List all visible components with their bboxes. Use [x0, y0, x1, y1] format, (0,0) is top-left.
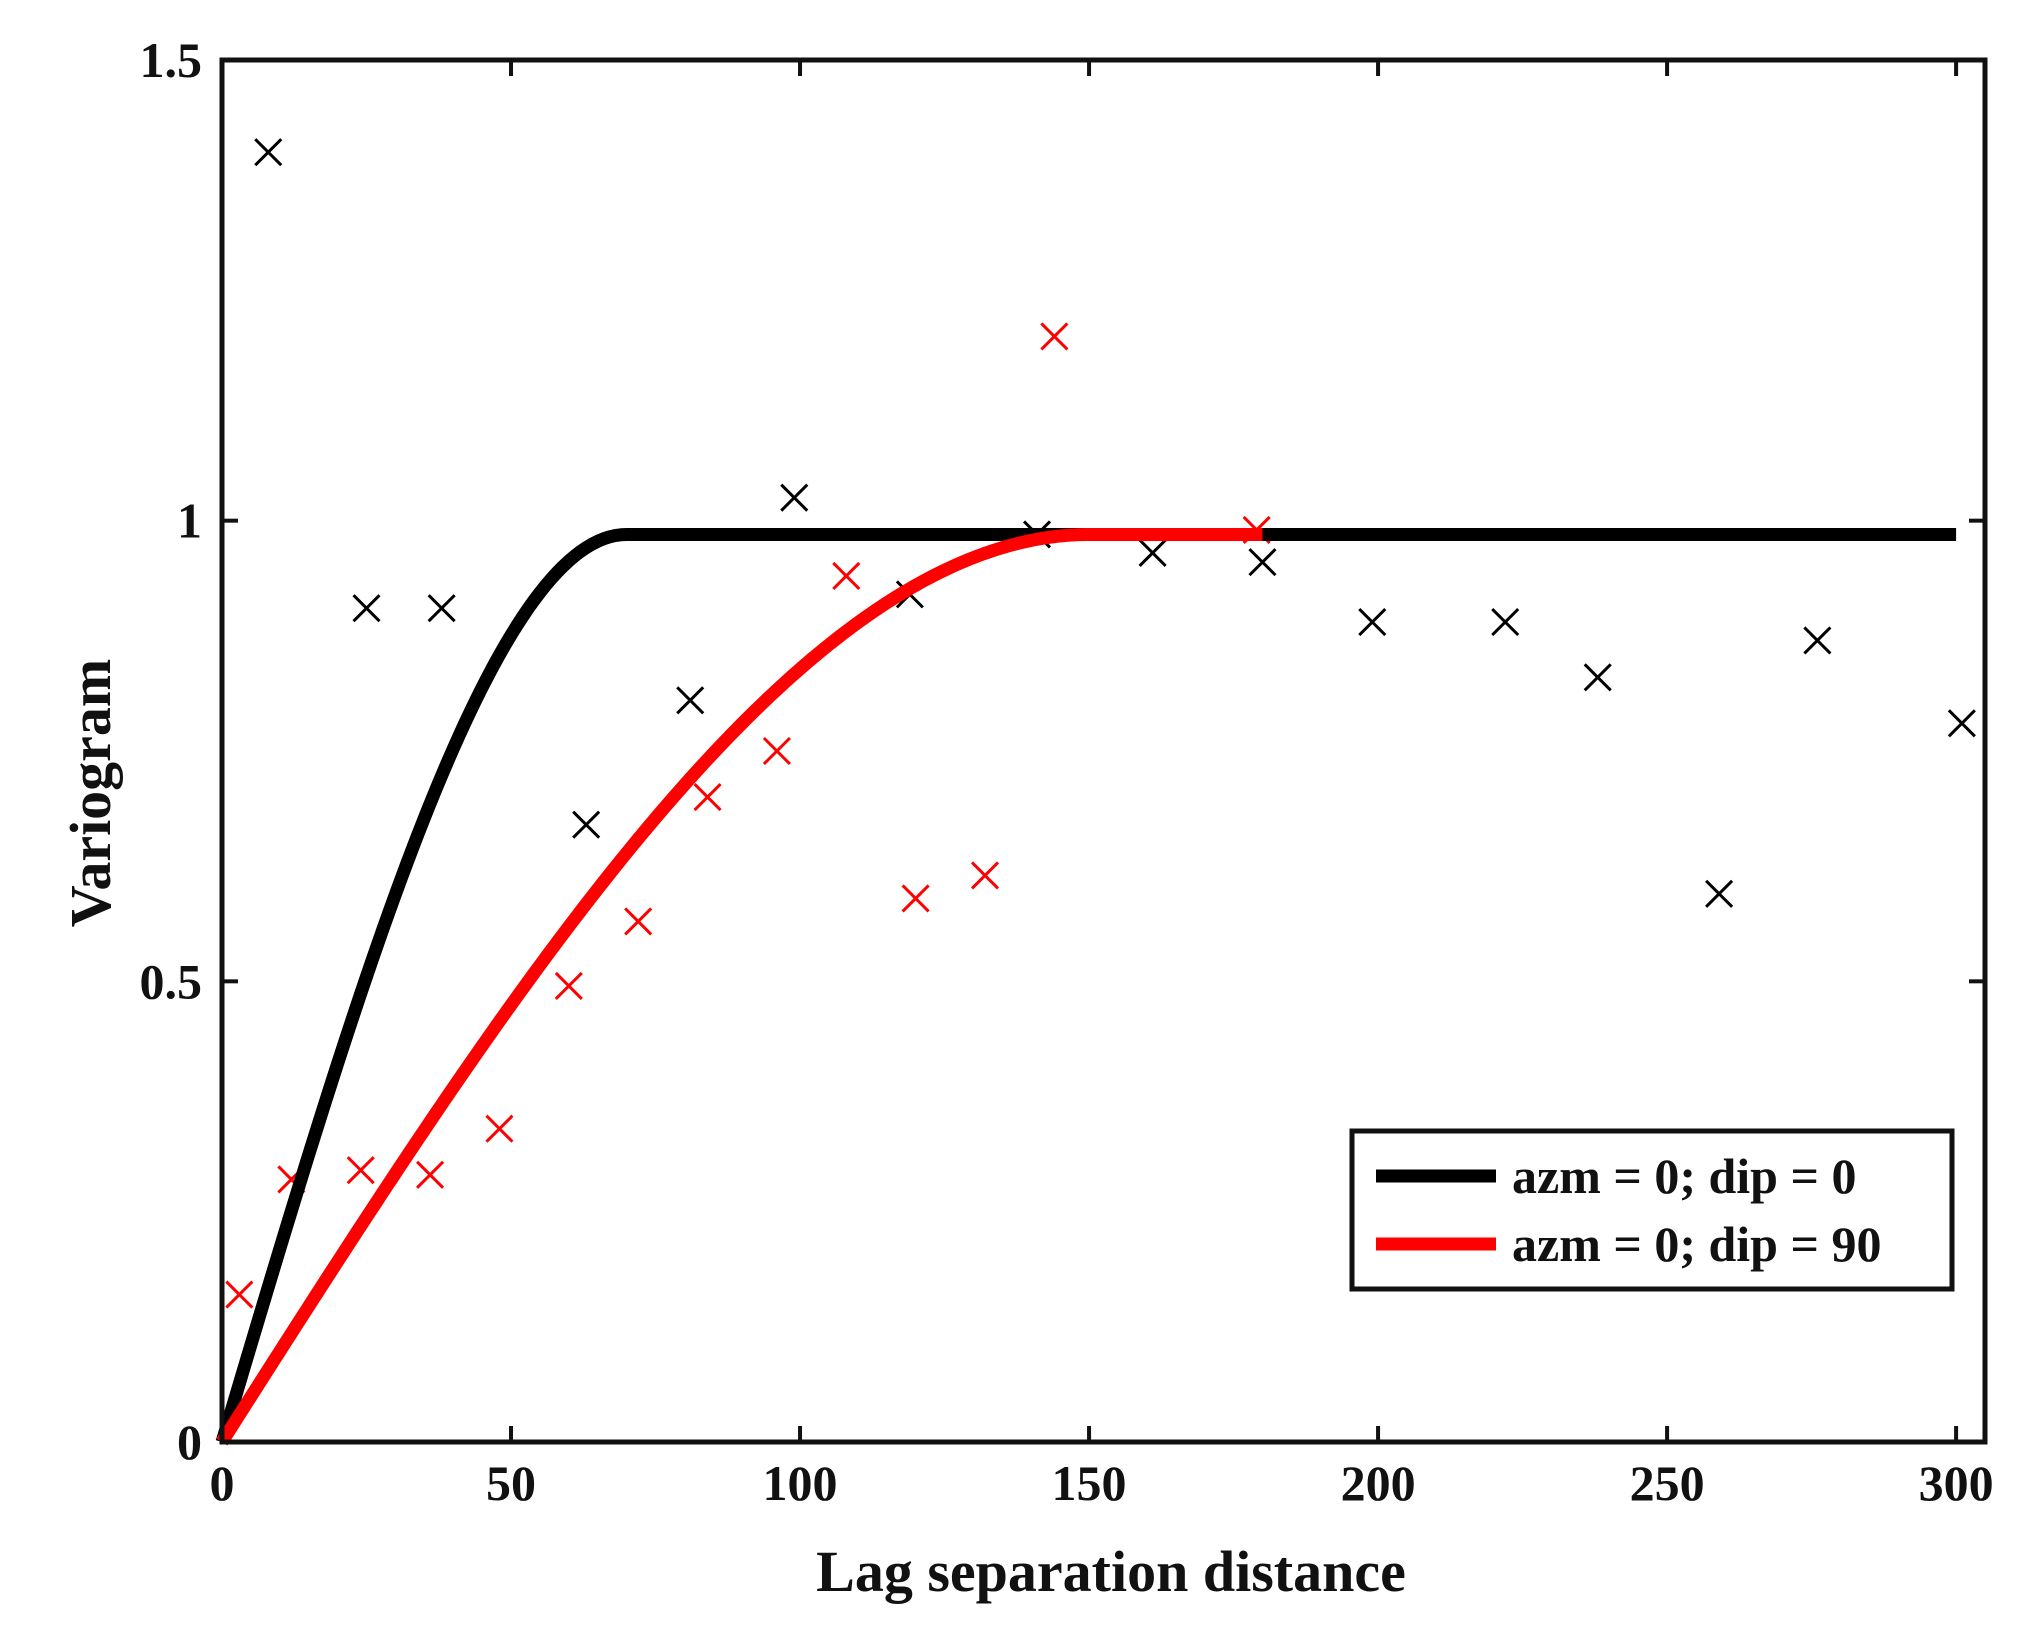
- x-tick-label: 100: [763, 1455, 838, 1511]
- legend-label-series-1: azm = 0; dip = 0: [1512, 1148, 1856, 1204]
- experimental-point: [1705, 879, 1734, 908]
- x-tick-label: 250: [1630, 1455, 1705, 1511]
- experimental-point: [901, 884, 930, 913]
- experimental-point: [485, 1114, 514, 1143]
- experimental-point: [780, 483, 809, 512]
- experimental-point: [1583, 663, 1612, 692]
- experimental-point: [1358, 607, 1387, 637]
- experimental-point: [1040, 322, 1069, 351]
- experimental-point: [416, 1160, 445, 1189]
- experimental-point: [1803, 626, 1832, 655]
- series-layer: [215, 138, 1976, 1446]
- experimental-point: [1138, 538, 1167, 567]
- x-tick-label: 50: [486, 1455, 536, 1511]
- experimental-point: [352, 594, 381, 623]
- x-axis-title: Lag separation distance: [816, 1539, 1406, 1604]
- experimental-point: [225, 1280, 254, 1309]
- experimental-point: [427, 594, 456, 623]
- experimental-point: [1491, 607, 1520, 637]
- x-tick-label: 300: [1919, 1455, 1994, 1511]
- experimental-point: [693, 783, 722, 812]
- y-tick-label: 0: [177, 1414, 202, 1470]
- model-curve-series-2: [216, 527, 1266, 1446]
- axes-layer: 0 50 100 150 200 250 300 0 0.5 1 1.5: [140, 32, 1994, 1511]
- experimental-point: [346, 1156, 375, 1185]
- y-tick-label: 0.5: [140, 953, 203, 1009]
- legend-box: [1349, 1128, 1955, 1292]
- x-tick-label: 200: [1341, 1455, 1416, 1511]
- plot-frame: [219, 57, 1988, 1445]
- x-tick-label: 150: [1052, 1455, 1127, 1511]
- experimental-point: [1248, 548, 1277, 577]
- experimental-point: [572, 810, 601, 839]
- experimental-point: [676, 686, 705, 715]
- experimental-point: [762, 736, 791, 766]
- experimental-points-series-2: [225, 322, 1271, 1309]
- experimental-point: [624, 907, 653, 936]
- legend: azm = 0; dip = 0 azm = 0; dip = 90: [1349, 1128, 1955, 1292]
- experimental-point: [970, 861, 1000, 890]
- experimental-point: [254, 138, 283, 167]
- y-tick-label: 1: [177, 493, 202, 549]
- y-tick-label: 1.5: [140, 32, 203, 88]
- y-axis-title: Variogram: [58, 659, 123, 927]
- experimental-point: [832, 561, 861, 591]
- experimental-point: [554, 971, 583, 1001]
- legend-label-series-2: azm = 0; dip = 90: [1512, 1216, 1881, 1272]
- experimental-point: [1947, 709, 1976, 738]
- x-tick-label: 0: [210, 1455, 235, 1511]
